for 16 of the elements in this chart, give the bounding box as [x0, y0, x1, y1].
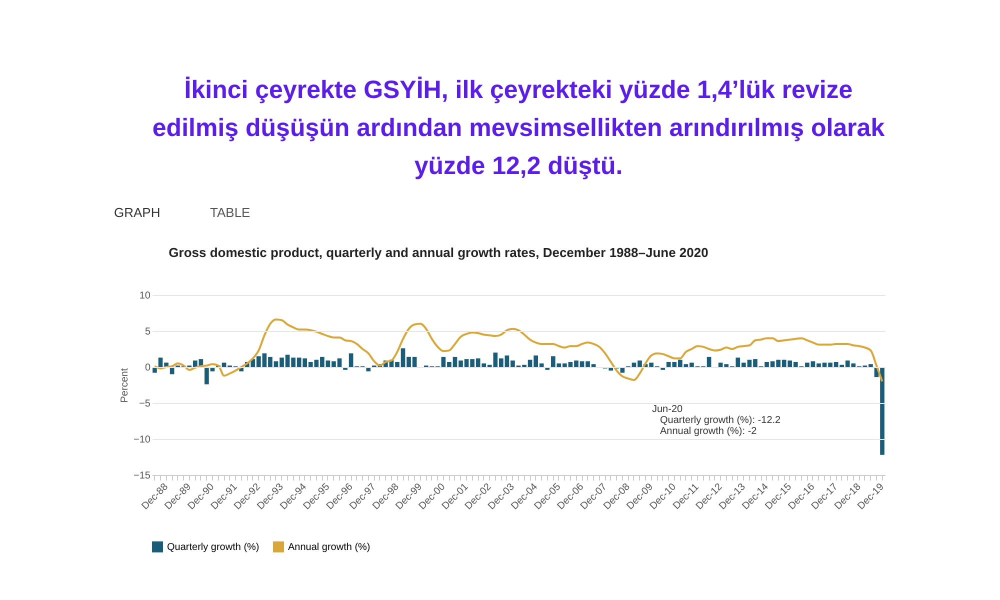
- annotation: Jun-20: [652, 404, 684, 415]
- chart-subtitle: Gross domestic product, quarterly and annual growth rates, December 1988–June 2020: [168, 245, 708, 260]
- annotation: Annual growth (%): -2: [660, 426, 758, 437]
- chart-title: İkinci çeyrekte GSYİH, ilk çeyrekteki yüzde 1,4’lük revize edilmiş düşüşün ardından mevsimsellikten arındırılmış olarak yüzde 12,2 düştü.: [152, 76, 885, 180]
- y-tick-label: 5: [144, 326, 151, 338]
- y-tick-label: 10: [139, 290, 151, 302]
- legend-label: Quarterly growth (%): [167, 542, 260, 553]
- y-tick-label: 0: [144, 362, 151, 374]
- annotation: Quarterly growth (%): -12.2: [660, 415, 782, 426]
- text: TABLE: [210, 205, 251, 220]
- legend-label: Annual growth (%): [288, 542, 370, 553]
- y-tick-label: −5: [139, 398, 151, 410]
- text: GRAPH: [114, 205, 160, 220]
- y-tick-label: −10: [134, 434, 151, 446]
- y-tick-label: −15: [134, 470, 151, 482]
- y-axis-title: Percent: [120, 368, 131, 403]
